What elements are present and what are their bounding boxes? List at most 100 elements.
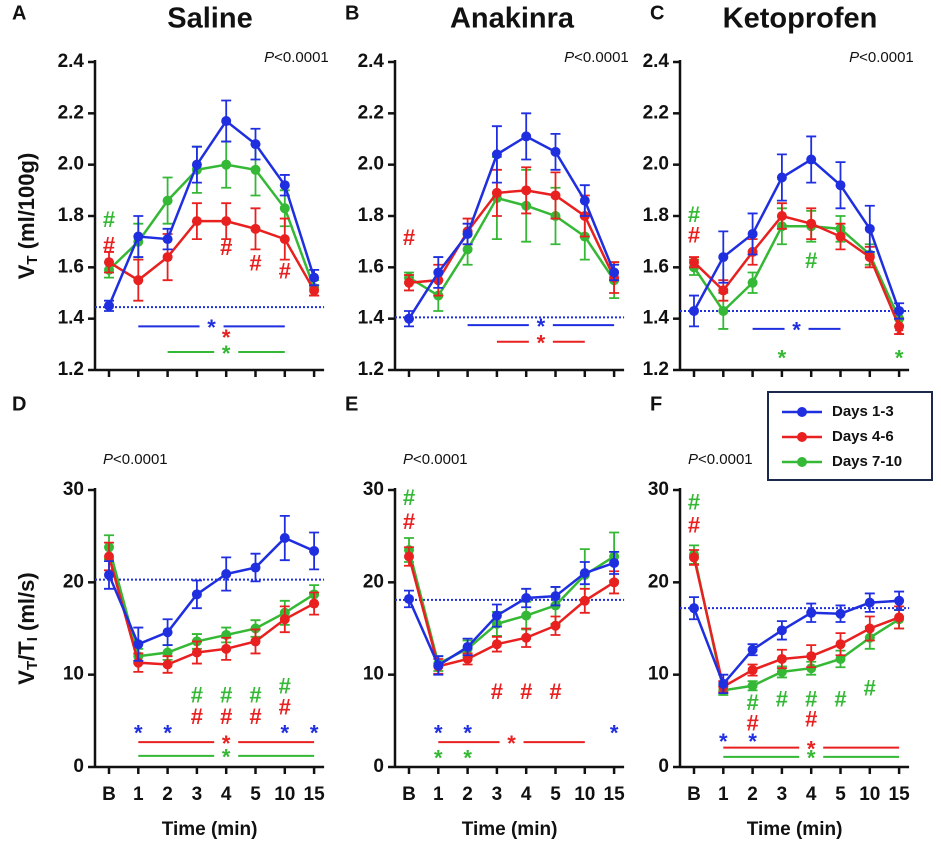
- data-point: [776, 625, 787, 636]
- legend-dot: [797, 432, 807, 442]
- annotation: *: [434, 720, 443, 745]
- data-point: [133, 639, 144, 650]
- y-label-part: (ml/100g): [14, 153, 39, 256]
- data-point: [550, 620, 561, 631]
- significance-star: *: [537, 314, 546, 339]
- data-point: [835, 180, 846, 191]
- annotation: *: [281, 720, 290, 745]
- data-point: [309, 272, 320, 283]
- data-point: [104, 300, 114, 311]
- annotation: *: [310, 720, 319, 745]
- annotation: *: [748, 729, 757, 754]
- p-rest: <0.0001: [274, 49, 329, 66]
- data-point: [579, 595, 590, 606]
- annotation: #: [688, 490, 700, 515]
- annotation: #: [746, 710, 758, 735]
- p-value: P<0.0001: [264, 49, 329, 66]
- p-rest: <0.0001: [859, 49, 914, 66]
- legend-label: Days 4-6: [832, 428, 894, 445]
- data-point: [162, 627, 173, 638]
- annotation: *: [895, 322, 904, 347]
- data-point: [835, 231, 846, 242]
- annotation: #: [776, 686, 788, 711]
- annotation: #: [864, 675, 876, 700]
- annotation: #: [403, 225, 415, 250]
- data-point: [550, 190, 561, 201]
- y-tick-label: 30: [63, 479, 84, 500]
- annotation: #: [249, 683, 261, 708]
- series-line: [108, 163, 316, 289]
- annotation: #: [249, 704, 261, 729]
- annotation: *: [895, 346, 904, 371]
- annotation: *: [134, 720, 143, 745]
- data-point: [579, 568, 590, 579]
- annotation: #: [520, 679, 532, 704]
- data-point: [309, 285, 320, 296]
- y-label-part: T: [24, 661, 41, 670]
- data-point: [609, 267, 620, 278]
- y-tick-label: 1.6: [358, 256, 384, 277]
- p-italic: P: [264, 49, 274, 66]
- y-tick-label: 10: [648, 664, 669, 685]
- y-tick-label: 1.8: [643, 205, 669, 226]
- data-point: [894, 595, 905, 606]
- x-tick-label: B: [402, 784, 416, 805]
- data-point: [279, 203, 290, 214]
- data-point: [776, 211, 787, 221]
- panel-letter: B: [345, 2, 359, 24]
- data-point: [279, 533, 290, 544]
- annotation: *: [434, 745, 443, 770]
- annotation: #: [834, 686, 846, 711]
- significance-star: *: [807, 746, 816, 771]
- data-point: [579, 195, 590, 206]
- annotation: #: [191, 704, 203, 729]
- data-point: [433, 660, 444, 671]
- data-point: [491, 149, 502, 160]
- annotation: #: [220, 704, 232, 729]
- y-tick-label: 20: [363, 571, 384, 592]
- data-point: [404, 313, 414, 324]
- series-line: [692, 225, 901, 320]
- legend-label: Days 1-3: [832, 403, 894, 420]
- data-point: [806, 651, 817, 662]
- panel-letter: D: [12, 393, 26, 415]
- data-point: [894, 321, 905, 332]
- data-point: [747, 644, 758, 655]
- data-point: [404, 593, 414, 604]
- x-tick-label: 4: [521, 784, 532, 805]
- p-value: P<0.0001: [849, 49, 914, 66]
- y-tick-label: 20: [63, 571, 84, 592]
- data-point: [221, 569, 232, 580]
- annotation: *: [463, 720, 472, 745]
- legend-dot: [797, 407, 807, 417]
- y-axis-label: VT/TI (ml/s): [14, 572, 41, 684]
- data-point: [835, 653, 846, 664]
- y-tick-label: 30: [648, 479, 669, 500]
- p-italic: P: [403, 451, 413, 468]
- panel-letter: C: [650, 2, 664, 24]
- annotation: #: [103, 233, 115, 258]
- data-point: [689, 305, 699, 316]
- series-line: [693, 214, 901, 327]
- data-point: [279, 614, 290, 625]
- y-tick-label: 30: [363, 479, 384, 500]
- y-tick-label: 20: [648, 571, 669, 592]
- x-tick-label: 5: [835, 784, 846, 805]
- annotation: #: [491, 679, 503, 704]
- p-rest: <0.0001: [413, 451, 468, 468]
- y-tick-label: 1.2: [358, 359, 384, 380]
- significance-star: *: [222, 341, 231, 366]
- annotation: #: [191, 683, 203, 708]
- annotation: #: [403, 485, 415, 510]
- data-point: [491, 610, 502, 621]
- y-tick-label: 2.0: [643, 154, 669, 175]
- data-point: [894, 612, 905, 623]
- data-point: [462, 641, 473, 652]
- annotation: *: [778, 346, 787, 371]
- x-tick-label: 10: [859, 784, 880, 805]
- series-line: [692, 157, 901, 312]
- y-tick-label: 0: [658, 756, 669, 777]
- data-point: [747, 277, 758, 288]
- data-point: [162, 659, 173, 670]
